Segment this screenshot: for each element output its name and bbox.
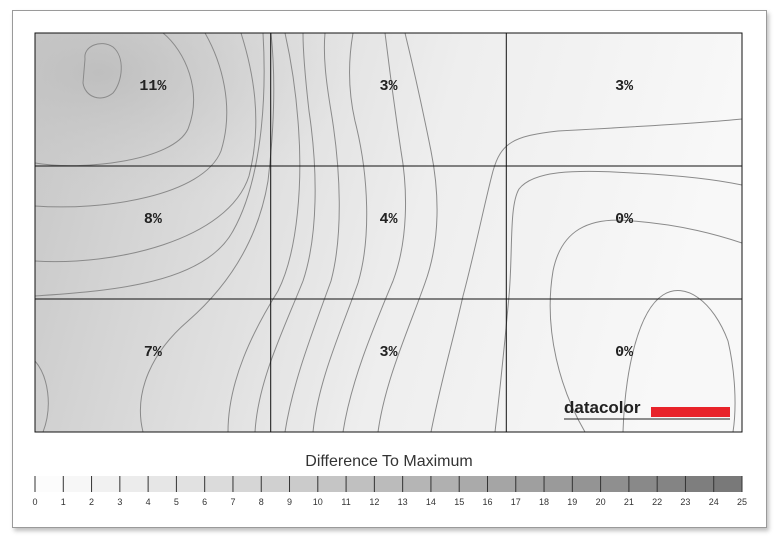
cell-value-r2-c1: 8% — [144, 211, 163, 228]
scale-segment — [232, 476, 262, 492]
scale-segment — [204, 476, 233, 492]
scale-segment — [346, 476, 375, 492]
scale-segment — [628, 476, 658, 492]
scale-segment — [35, 476, 64, 492]
cell-value-r3-c3: 0% — [615, 344, 634, 361]
contour-line — [35, 33, 257, 263]
scale-segment — [657, 476, 686, 492]
scale-tick-label: 12 — [369, 497, 379, 507]
scale-tick-label: 17 — [511, 497, 521, 507]
contour-line — [139, 33, 275, 432]
scale-tick-label: 16 — [482, 497, 492, 507]
cell-value-r2-c2: 4% — [379, 211, 398, 228]
scale-tick-label: 14 — [426, 497, 436, 507]
cell-value-r1-c2: 3% — [379, 78, 398, 95]
scale-tick-label: 4 — [146, 497, 151, 507]
cell-value-r3-c1: 7% — [144, 344, 163, 361]
scale-segment — [148, 476, 177, 492]
cell-values: 11% 3% 3% 8% 4% 0% 7% 3% 0% — [139, 78, 634, 361]
logo-text: datacolor — [564, 398, 641, 417]
contour-line — [35, 33, 265, 297]
scale-tick-label: 1 — [61, 497, 66, 507]
contour-line — [82, 43, 122, 99]
contour-lines — [35, 33, 742, 432]
contour-line — [227, 33, 301, 432]
scale-segment — [572, 476, 601, 492]
contour-line — [35, 360, 49, 432]
contour-line — [312, 33, 368, 432]
scale-tick-label: 15 — [454, 497, 464, 507]
heatmap-background — [35, 33, 742, 432]
scale-tick-label: 9 — [287, 497, 292, 507]
scale-tick-label: 24 — [709, 497, 719, 507]
scale-segment — [119, 476, 149, 492]
contour-line — [622, 290, 736, 432]
scale-segment — [374, 476, 403, 492]
color-scale-ticks: 0 1 2 3 4 5 6 7 8 9 10 11 12 13 14 15 16 17 18 19 20 21 22 23 24… — [32, 476, 747, 507]
scale-segment — [317, 476, 347, 492]
contour-line — [342, 33, 407, 432]
scale-tick-label: 2 — [89, 497, 94, 507]
logo-red-bar — [651, 407, 730, 417]
contour-line — [430, 118, 742, 432]
grid-lines — [34, 32, 743, 433]
scale-segment — [289, 476, 318, 492]
uniformity-chart: 11% 3% 3% 8% 4% 0% 7% 3% 0% datacolor Difference… — [32, 32, 747, 507]
scale-tick-label: 7 — [230, 497, 235, 507]
scale-tick-label: 19 — [567, 497, 577, 507]
scale-tick-label: 21 — [624, 497, 634, 507]
scale-segment — [91, 476, 120, 492]
cell-value-r2-c3: 0% — [615, 211, 634, 228]
scale-segment — [487, 476, 516, 492]
contour-line — [494, 170, 742, 432]
scale-tick-label: 3 — [117, 497, 122, 507]
scale-segment — [459, 476, 488, 492]
color-scale-bar — [35, 476, 742, 492]
scale-segment — [685, 476, 714, 492]
scale-segment — [600, 476, 629, 492]
contour-line — [377, 33, 438, 432]
scale-tick-label: 25 — [737, 497, 747, 507]
contour-line — [35, 33, 228, 208]
contour-line — [549, 219, 742, 432]
scale-tick-label: 22 — [652, 497, 662, 507]
scale-tick-label: 11 — [341, 497, 350, 507]
datacolor-logo: datacolor — [564, 398, 730, 420]
scale-tick-label: 13 — [398, 497, 408, 507]
scale-segment — [544, 476, 573, 492]
cell-value-r3-c2: 3% — [379, 344, 398, 361]
scale-tick-label: 6 — [202, 497, 207, 507]
scale-segment — [176, 476, 205, 492]
scale-tick-label: 10 — [313, 497, 323, 507]
scale-segment — [261, 476, 290, 492]
scale-segment — [430, 476, 460, 492]
cell-value-r1-c3: 3% — [615, 78, 634, 95]
scale-segment — [515, 476, 545, 492]
scale-tick-label: 20 — [596, 497, 606, 507]
scale-tick-label: 18 — [539, 497, 549, 507]
legend-title: Difference To Maximum — [305, 453, 472, 470]
scale-tick-label: 8 — [259, 497, 264, 507]
contour-line — [35, 33, 194, 167]
chart-frame: 11% 3% 3% 8% 4% 0% 7% 3% 0% datacolor Difference… — [12, 10, 767, 528]
scale-segment — [713, 476, 742, 492]
scale-tick-label: 5 — [174, 497, 179, 507]
scale-segment — [402, 476, 431, 492]
cell-value-r1-c1: 11% — [139, 78, 167, 95]
scale-segment — [63, 476, 92, 492]
scale-tick-label: 23 — [680, 497, 690, 507]
contour-line — [284, 33, 340, 432]
scale-tick-label: 0 — [32, 497, 37, 507]
